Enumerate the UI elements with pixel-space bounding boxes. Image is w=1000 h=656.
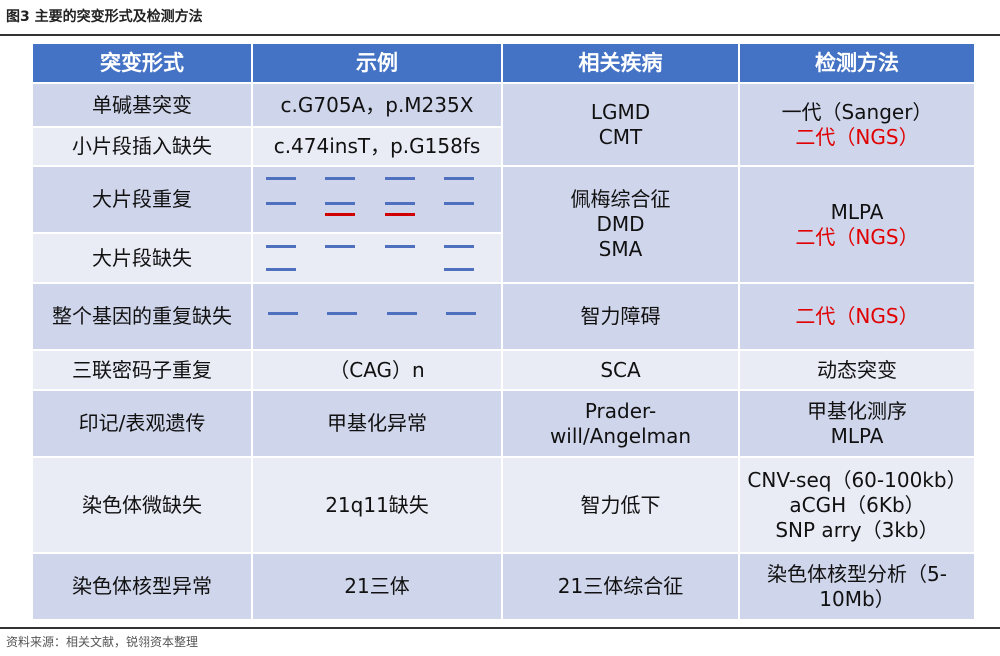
cell-example: 甲基化异常 — [253, 391, 503, 458]
cell-form: 大片段缺失 — [33, 234, 253, 284]
method-line: 二代（NGS） — [795, 224, 919, 249]
cell-disease: LGMD CMT — [503, 84, 740, 167]
disease-line: will/Angelman — [549, 423, 692, 448]
method-line: MLPA — [830, 199, 884, 224]
disease-line: DMD — [596, 212, 645, 236]
cell-form: 三联密码子重复 — [33, 351, 253, 391]
duplicated-segment-mark — [325, 213, 355, 216]
cell-disease: 佩梅综合征 DMD SMA — [503, 167, 740, 284]
cell-form: 染色体核型异常 — [33, 554, 253, 621]
segment-mark — [444, 245, 474, 248]
disease-line: 佩梅综合征 — [570, 187, 671, 211]
cell-disease: 智力障碍 — [503, 284, 740, 351]
segment-mark — [325, 245, 355, 248]
cell-disease: 智力低下 — [503, 458, 740, 554]
segment-mark — [385, 202, 415, 205]
cell-example: c.474insT，p.G158fs — [253, 128, 503, 167]
segment-mark — [387, 312, 417, 315]
cell-example: 21三体 — [253, 554, 503, 621]
method-line: CNV-seq（60-100kb） — [747, 467, 967, 492]
segment-mark — [444, 268, 474, 271]
cell-method: 动态突变 — [740, 351, 976, 391]
segment-mark — [446, 312, 476, 315]
segment-mark — [444, 202, 474, 205]
segment-mark — [268, 312, 298, 315]
method-line: aCGH（6Kb） — [789, 492, 925, 517]
segment-mark — [266, 202, 296, 205]
cell-method: 一代（Sanger） 二代（NGS） — [740, 84, 976, 167]
header-example: 示例 — [253, 44, 503, 84]
method-line: MLPA — [830, 423, 884, 448]
segment-mark — [266, 177, 296, 180]
cell-form: 印记/表观遗传 — [33, 391, 253, 458]
bottom-rule — [0, 627, 1000, 629]
header-method: 检测方法 — [740, 44, 976, 84]
segment-mark — [444, 177, 474, 180]
cell-disease: SCA — [503, 351, 740, 391]
method-line: 甲基化测序 — [807, 398, 907, 423]
cell-method: CNV-seq（60-100kb） aCGH（6Kb） SNP arry（3kb… — [740, 458, 976, 554]
figure-title: 图3 主要的突变形式及检测方法 — [6, 9, 203, 25]
cell-form: 大片段重复 — [33, 167, 253, 234]
cell-method: MLPA 二代（NGS） — [740, 167, 976, 284]
segment-mark — [266, 245, 296, 248]
duplicated-segment-mark — [385, 213, 415, 216]
cell-example: 21q11缺失 — [253, 458, 503, 554]
cell-form: 整个基因的重复缺失 — [33, 284, 253, 351]
cell-example-diagram — [253, 284, 503, 351]
method-line: SNP arry（3kb） — [775, 517, 939, 542]
segment-mark — [327, 312, 357, 315]
cell-example: （CAG）n — [253, 351, 503, 391]
cell-example: c.G705A，p.M235X — [253, 84, 503, 128]
disease-line: LGMD — [590, 99, 651, 124]
segment-mark — [325, 202, 355, 205]
segment-mark — [385, 245, 415, 248]
segment-mark — [385, 177, 415, 180]
header-disease: 相关疾病 — [503, 44, 740, 84]
method-line: 10Mb） — [819, 586, 895, 611]
disease-line: CMT — [598, 124, 643, 149]
method-line: 二代（NGS） — [795, 124, 919, 149]
cell-disease: Prader- will/Angelman — [503, 391, 740, 458]
disease-line: SMA — [598, 237, 643, 261]
cell-form: 染色体微缺失 — [33, 458, 253, 554]
cell-method: 甲基化测序 MLPA — [740, 391, 976, 458]
method-line: 一代（Sanger） — [781, 99, 933, 124]
header-form: 突变形式 — [33, 44, 253, 84]
segment-mark — [266, 268, 296, 271]
segment-mark — [325, 177, 355, 180]
cell-form: 小片段插入缺失 — [33, 128, 253, 167]
cell-form: 单碱基突变 — [33, 84, 253, 128]
method-line: 染色体核型分析（5- — [767, 561, 947, 586]
cell-method: 染色体核型分析（5- 10Mb） — [740, 554, 976, 621]
source-note: 资料来源：相关文献，锐翎资本整理 — [6, 635, 199, 649]
disease-line: Prader- — [584, 398, 657, 423]
cell-disease: 21三体综合征 — [503, 554, 740, 621]
cell-example-diagram — [253, 234, 503, 284]
top-rule — [0, 34, 1000, 36]
cell-method: 二代（NGS） — [740, 284, 976, 351]
